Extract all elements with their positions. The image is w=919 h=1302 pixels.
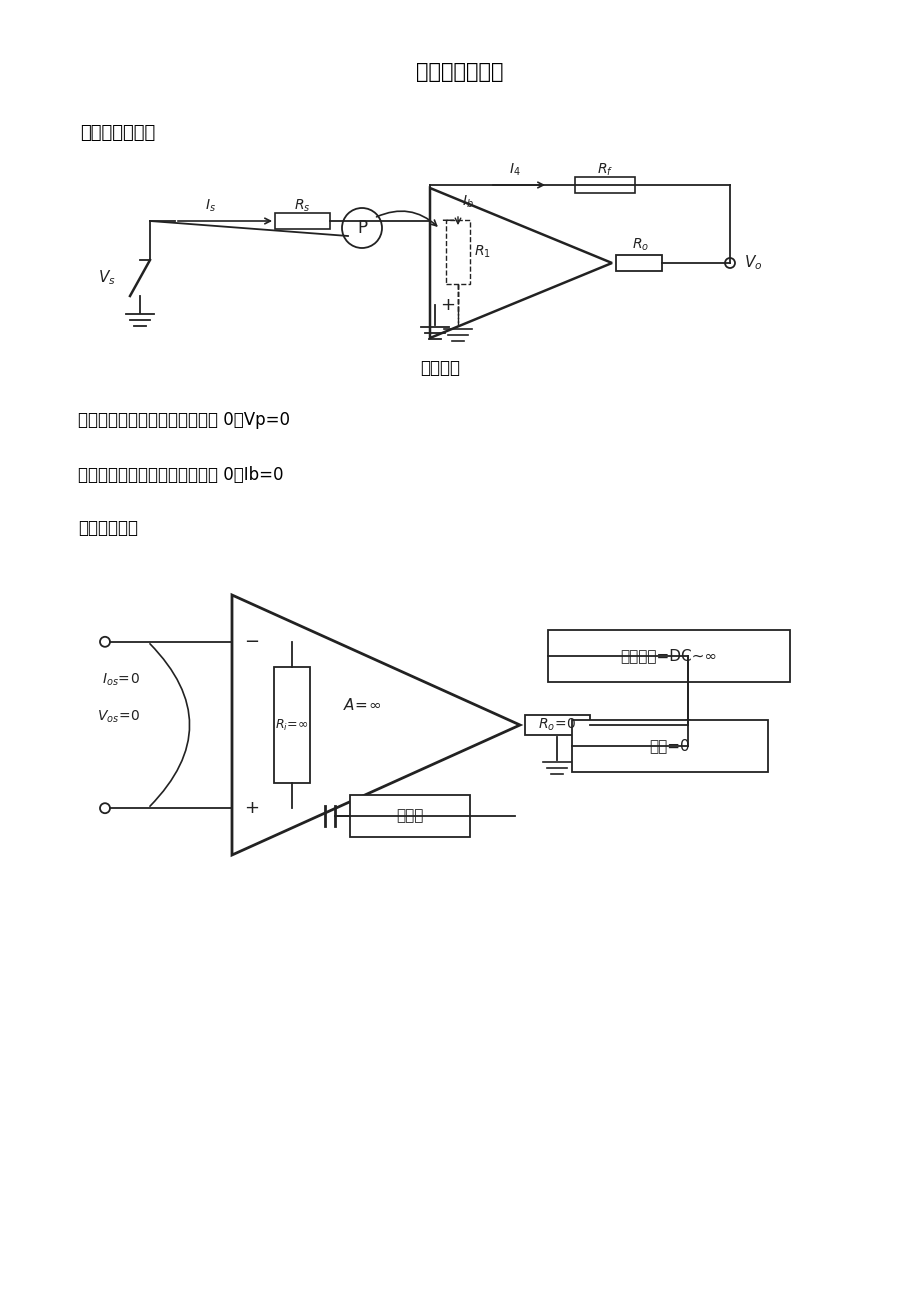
Text: $V_s$: $V_s$ (98, 268, 116, 288)
Text: $R_1$: $R_1$ (473, 243, 491, 260)
FancyBboxPatch shape (548, 630, 789, 682)
FancyBboxPatch shape (274, 667, 310, 784)
Text: $R_f$: $R_f$ (596, 161, 612, 178)
Text: $I_4$: $I_4$ (508, 161, 520, 178)
Text: P: P (357, 219, 367, 237)
Text: +: + (244, 799, 259, 818)
Text: 噪声=0: 噪声=0 (649, 738, 689, 754)
Text: $V_{os}\!=\!0$: $V_{os}\!=\!0$ (96, 708, 140, 725)
Text: −: − (244, 633, 259, 651)
Text: 虚短：集成运放的净输入电压为 0，Vp=0: 虚短：集成运放的净输入电压为 0，Vp=0 (78, 411, 289, 428)
Text: 不振荡: 不振荡 (396, 809, 424, 823)
FancyBboxPatch shape (574, 177, 634, 193)
Text: $I_s$: $I_s$ (204, 198, 215, 215)
Text: +: + (440, 296, 455, 314)
Text: 首先介绍虚短路: 首先介绍虚短路 (80, 124, 155, 142)
FancyBboxPatch shape (616, 255, 662, 271)
Text: $R_o$: $R_o$ (631, 237, 649, 253)
Text: $I_{os}\!=\!0$: $I_{os}\!=\!0$ (102, 672, 140, 687)
Text: $R_i\!=\!\infty$: $R_i\!=\!\infty$ (275, 717, 309, 733)
FancyBboxPatch shape (446, 220, 470, 284)
FancyBboxPatch shape (349, 796, 470, 837)
Text: 频带宽度=DC~∞: 频带宽度=DC~∞ (619, 648, 717, 664)
Text: $R_o\!=\!0$: $R_o\!=\!0$ (538, 717, 576, 733)
Text: 放大器应用简介: 放大器应用简介 (415, 62, 504, 82)
Text: 虚拟短路: 虚拟短路 (420, 359, 460, 378)
Text: 虚断：集成运放的净输入电流为 0，Ib=0: 虚断：集成运放的净输入电流为 0，Ib=0 (78, 466, 283, 484)
Text: $V_o$: $V_o$ (743, 254, 762, 272)
FancyBboxPatch shape (525, 715, 589, 736)
Text: −: − (440, 212, 455, 230)
Text: $R_s$: $R_s$ (294, 198, 311, 215)
Text: $I_b$: $I_b$ (461, 194, 473, 210)
FancyBboxPatch shape (572, 720, 767, 772)
Text: 理想放大器：: 理想放大器： (78, 519, 138, 536)
Text: $A\!=\!\infty$: $A\!=\!\infty$ (343, 697, 380, 713)
FancyBboxPatch shape (275, 214, 330, 229)
